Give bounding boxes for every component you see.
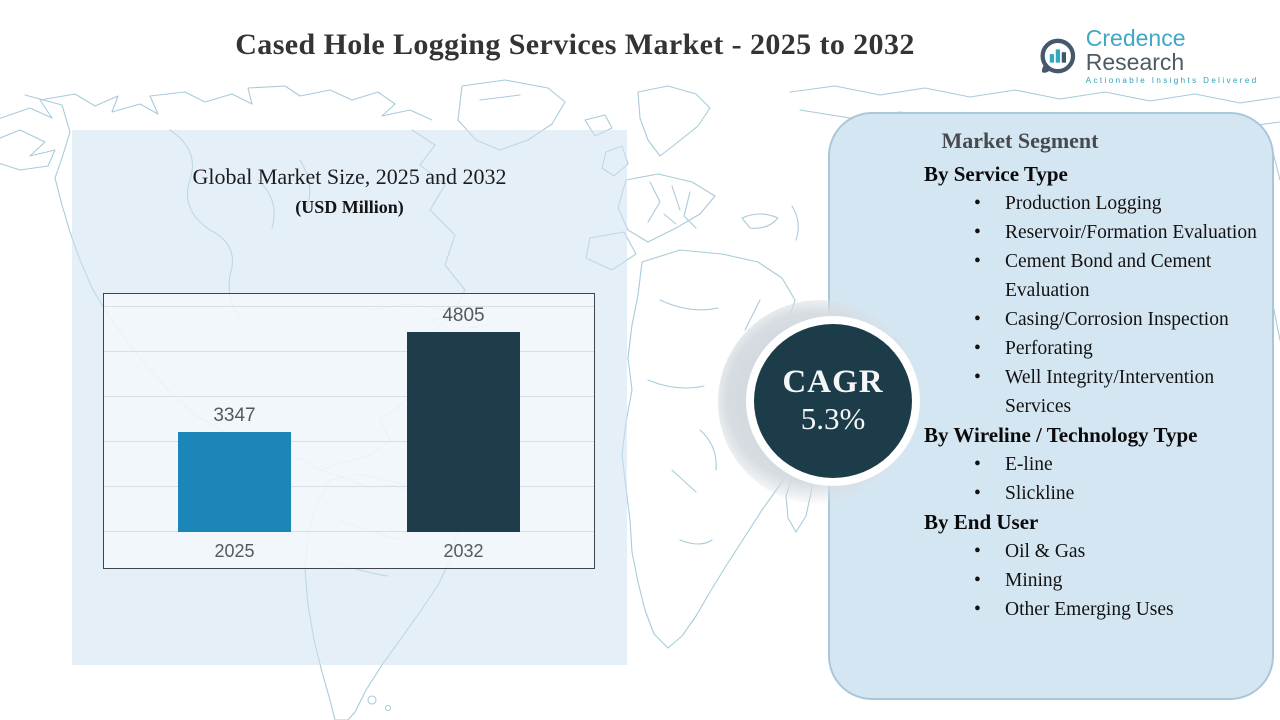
bar-chart: 3347 2025 4805 2032: [103, 293, 595, 569]
bar-value-label: 4805: [442, 305, 485, 326]
segment-item: Reservoir/Formation Evaluation: [924, 218, 1262, 247]
cagr-label: CAGR: [782, 364, 884, 401]
cagr-badge: CAGR 5.3%: [746, 316, 920, 486]
x-axis-label: 2032: [443, 541, 484, 561]
cagr-value: 5.3%: [800, 400, 866, 436]
logo-brand-secondary: Research: [1085, 49, 1185, 75]
segment-item: Mining: [924, 566, 1262, 595]
gridline: [104, 486, 594, 487]
market-segment-heading: Market Segment: [941, 128, 1099, 153]
segment-group-list: Production LoggingReservoir/Formation Ev…: [924, 189, 1262, 421]
segment-item: E-line: [924, 450, 1262, 479]
logo-brand-primary: Credence: [1085, 25, 1186, 51]
segment-group-title: By Service Type: [924, 162, 1068, 186]
logo-brand: Credence Research: [1086, 26, 1280, 74]
segment-group-list: E-lineSlickline: [924, 450, 1262, 508]
chart-subtitle: (USD Million): [295, 197, 404, 217]
segment-item: Slickline: [924, 479, 1262, 508]
segment-item: Oil & Gas: [924, 537, 1262, 566]
logo-tagline: Actionable Insights Delivered: [1085, 76, 1259, 85]
chart-title: Global Market Size, 2025 and 2032: [192, 164, 507, 189]
gridline: [104, 441, 594, 442]
gridline: [104, 531, 594, 532]
bar-group-2032: 4805 2032: [407, 294, 520, 568]
bar-2025: [178, 432, 291, 532]
segment-item: Well Integrity/Intervention Services: [924, 363, 1262, 421]
segment-item: Casing/Corrosion Inspection: [924, 305, 1262, 334]
segment-item: Other Emerging Uses: [924, 595, 1262, 624]
credence-research-logo[interactable]: Credence Research Actionable Insights De…: [1036, 26, 1280, 85]
logo-bar-chart-icon: [1040, 38, 1076, 73]
segment-item: Cement Bond and Cement Evaluation: [924, 247, 1262, 305]
bar-2032: [407, 332, 520, 532]
segment-group-list: Oil & GasMiningOther Emerging Uses: [924, 537, 1262, 624]
segment-item: Perforating: [924, 334, 1262, 363]
x-axis-label: 2025: [214, 541, 255, 561]
segment-group-title: By End User: [924, 510, 1039, 534]
gridline: [104, 306, 594, 307]
segment-item: Production Logging: [924, 189, 1262, 218]
gridline: [104, 396, 594, 397]
gridline: [104, 351, 594, 352]
segment-group-title: By Wireline / Technology Type: [924, 423, 1198, 447]
segment-groups: By Service Type Production LoggingReservo…: [830, 154, 1272, 624]
logo-text: Credence Research Actionable Insights De…: [1086, 26, 1280, 85]
page-title: Cased Hole Logging Services Market - 202…: [235, 28, 915, 61]
bar-value-label: 3347: [213, 405, 256, 426]
bar-group-2025: 3347 2025: [178, 294, 291, 568]
